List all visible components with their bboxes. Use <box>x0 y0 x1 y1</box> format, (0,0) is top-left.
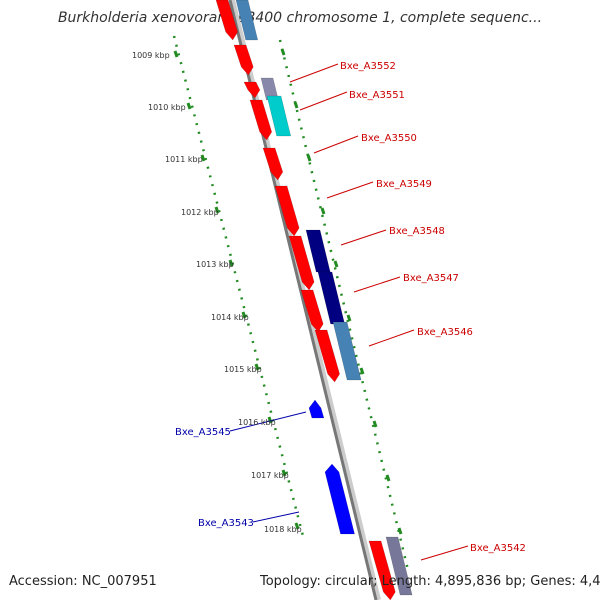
gene-features <box>215 0 413 600</box>
tick-label: 1010 kbp <box>148 103 186 112</box>
major-tick <box>280 48 286 56</box>
gene-label-bxe-a3546[interactable]: Bxe_A3546 <box>417 327 473 338</box>
leader-line <box>326 181 374 199</box>
gene-blue-small <box>308 399 325 419</box>
tick-label: 1012 kbp <box>181 208 219 217</box>
gene-label-bxe-a3543[interactable]: Bxe_A3543 <box>198 518 254 529</box>
tick-ruler <box>172 35 306 541</box>
tick-label: 1015 kbp <box>224 365 262 374</box>
major-tick <box>228 259 234 267</box>
map-title: Burkholderia xenovorans LB400 chromosome… <box>57 10 543 26</box>
gene-label-bxe-a3548[interactable]: Bxe_A3548 <box>389 226 445 237</box>
leader-line <box>340 229 387 246</box>
major-tick <box>359 367 365 375</box>
major-tick <box>372 420 378 428</box>
major-tick <box>320 207 326 215</box>
leader-line <box>229 411 307 432</box>
feature-ruler <box>278 39 410 571</box>
tick-label: 1013 kbp <box>196 260 234 269</box>
gene-red <box>274 185 300 237</box>
gene-red <box>262 147 284 181</box>
gene-label-bxe-a3542[interactable]: Bxe_A3542 <box>470 543 526 554</box>
major-tick <box>294 522 300 530</box>
major-tick <box>267 416 273 424</box>
major-tick <box>293 101 299 109</box>
major-tick <box>346 314 352 322</box>
major-tick <box>173 50 179 58</box>
gene-cyan <box>266 95 292 137</box>
leader-line <box>299 91 348 111</box>
gene-label-bxe-a3547[interactable]: Bxe_A3547 <box>403 273 459 284</box>
gene-red <box>233 44 254 76</box>
tick-label: 1016 kbp <box>238 418 276 427</box>
major-tick <box>397 527 403 535</box>
major-tick <box>186 102 192 110</box>
gene-label-bxe-a3550[interactable]: Bxe_A3550 <box>361 133 417 144</box>
major-tick <box>200 154 206 162</box>
gene-red <box>215 0 239 41</box>
gene-blue-large <box>324 463 355 535</box>
major-tick <box>385 474 391 482</box>
major-tick <box>241 311 247 319</box>
leader-line <box>289 63 339 83</box>
tick-label: 1014 kbp <box>211 313 249 322</box>
gene-red <box>314 329 340 383</box>
gene-grey <box>385 536 413 596</box>
gene-label-bxe-a3545[interactable]: Bxe_A3545 <box>175 427 231 438</box>
major-tick <box>281 469 287 477</box>
gene-label-bxe-a3551[interactable]: Bxe_A3551 <box>349 90 405 101</box>
gene-steel <box>332 321 362 381</box>
gene-red <box>368 540 396 600</box>
gene-label-bxe-a3552[interactable]: Bxe_A3552 <box>340 61 396 72</box>
label-leader-lines <box>229 63 469 561</box>
leader-line <box>252 511 300 523</box>
tick-label: 1011 kbp <box>165 155 203 164</box>
gene-steel <box>235 0 259 41</box>
gene-label-bxe-a3549[interactable]: Bxe_A3549 <box>376 179 432 190</box>
major-tick <box>254 363 260 371</box>
gene-red <box>288 235 315 291</box>
leader-line <box>368 329 415 347</box>
gene-red <box>249 99 273 141</box>
tick-marks <box>173 48 403 535</box>
major-tick <box>306 154 312 162</box>
leader-line <box>353 276 401 293</box>
topology-text: Topology: circular; Length: 4,895,836 bp… <box>260 574 600 589</box>
major-tick <box>214 206 220 214</box>
gene-red <box>300 289 324 333</box>
leader-line <box>313 135 359 154</box>
tick-label: 1009 kbp <box>132 51 170 60</box>
gene-navy <box>317 271 345 325</box>
gene-red <box>243 81 261 99</box>
tick-label: 1017 kbp <box>251 471 289 480</box>
leader-line <box>420 545 469 561</box>
tick-label: 1018 kbp <box>264 525 302 534</box>
accession-text: Accession: NC_007951 <box>9 574 157 589</box>
major-tick <box>333 260 339 268</box>
